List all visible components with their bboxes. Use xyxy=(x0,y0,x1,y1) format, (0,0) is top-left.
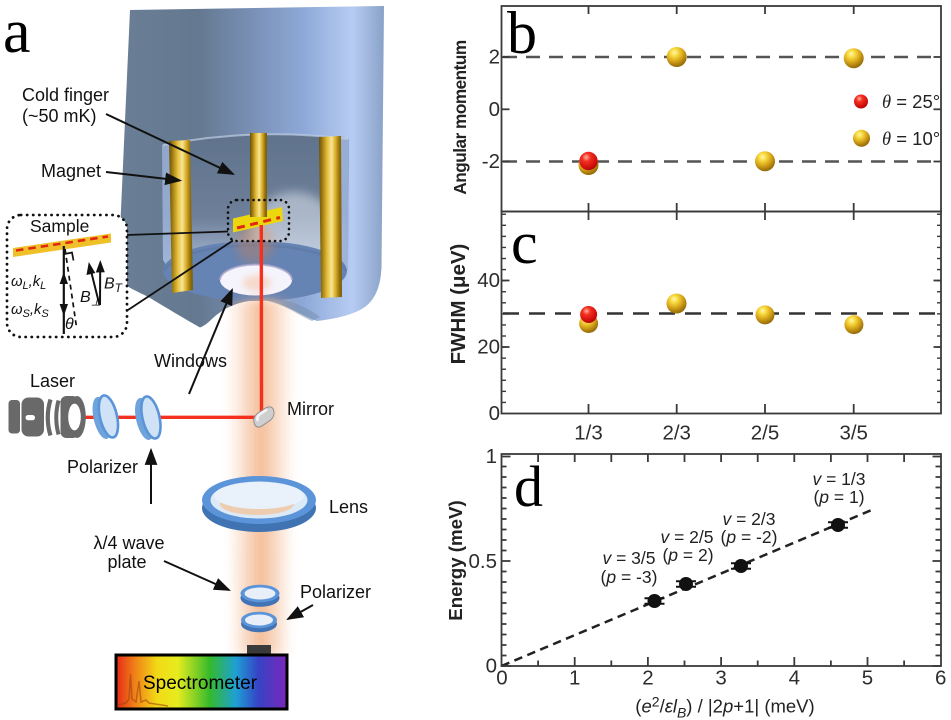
svg-text:FWHM (μeV): FWHM (μeV) xyxy=(447,244,470,365)
svg-text:1: 1 xyxy=(569,667,580,690)
svg-text:v = 2/5: v = 2/5 xyxy=(660,527,713,547)
svg-text:ωS,kS: ωS,kS xyxy=(11,302,49,320)
svg-text:Energy (meV): Energy (meV) xyxy=(445,500,466,620)
svg-text:20: 20 xyxy=(477,336,500,359)
svg-text:3/5: 3/5 xyxy=(839,422,868,445)
svg-text:Laser: Laser xyxy=(30,371,75,391)
svg-text:0: 0 xyxy=(489,402,500,425)
svg-text:b: b xyxy=(507,0,537,66)
svg-text:2/5: 2/5 xyxy=(751,422,780,445)
svg-text:(p = -3): (p = -3) xyxy=(601,567,658,587)
svg-text:Polarizer: Polarizer xyxy=(67,457,138,477)
svg-text:ωL,kL: ωL,kL xyxy=(11,274,46,292)
svg-text:(~50 mK): (~50 mK) xyxy=(22,106,97,126)
svg-text:v = 2/3: v = 2/3 xyxy=(722,509,775,529)
svg-text:(e2/εlB) / |2p+1| (meV): (e2/εlB) / |2p+1| (meV) xyxy=(635,694,814,720)
svg-text:v = 1/3: v = 1/3 xyxy=(812,469,865,489)
svg-text:B⊥: B⊥ xyxy=(80,289,101,309)
svg-text:d: d xyxy=(514,454,543,519)
svg-text:0: 0 xyxy=(489,98,500,121)
svg-text:BT: BT xyxy=(104,276,124,296)
svg-text:Spectrometer: Spectrometer xyxy=(143,673,258,694)
svg-text:Cold finger: Cold finger xyxy=(22,85,109,105)
svg-text:(p = 2): (p = 2) xyxy=(662,545,713,565)
svg-text:Magnet: Magnet xyxy=(41,161,101,181)
svg-text:-2: -2 xyxy=(482,150,500,173)
svg-text:0.5: 0.5 xyxy=(469,550,498,573)
svg-text:θ: θ xyxy=(65,316,74,333)
svg-text:3: 3 xyxy=(715,667,726,690)
svg-text:4: 4 xyxy=(789,667,800,690)
svg-text:1: 1 xyxy=(486,445,497,468)
svg-text:Polarizer: Polarizer xyxy=(300,582,371,602)
svg-text:2: 2 xyxy=(489,46,500,69)
svg-text:Windows: Windows xyxy=(154,351,227,371)
svg-text:0: 0 xyxy=(496,667,507,690)
svg-text:Angular momentum: Angular momentum xyxy=(450,40,470,195)
svg-text:v = 3/5: v = 3/5 xyxy=(602,548,655,568)
svg-text:λ/4 wave: λ/4 wave xyxy=(93,533,164,553)
svg-text:Mirror: Mirror xyxy=(287,399,334,419)
svg-text:40: 40 xyxy=(477,269,500,292)
svg-text:θ = 25°: θ = 25° xyxy=(882,91,940,113)
svg-text:6: 6 xyxy=(935,667,946,690)
svg-text:(p = 1): (p = 1) xyxy=(813,487,864,507)
svg-text:plate: plate xyxy=(107,552,146,572)
svg-text:2: 2 xyxy=(642,667,653,690)
svg-text:2/3: 2/3 xyxy=(662,422,691,445)
svg-text:Lens: Lens xyxy=(329,497,368,517)
svg-text:0: 0 xyxy=(486,655,497,678)
svg-text:a: a xyxy=(3,0,31,66)
svg-text:5: 5 xyxy=(862,667,873,690)
svg-text:θ = 10°: θ = 10° xyxy=(882,128,940,150)
svg-text:1/3: 1/3 xyxy=(574,422,603,445)
svg-text:(p = -2): (p = -2) xyxy=(721,527,778,547)
svg-text:c: c xyxy=(511,210,538,276)
svg-text:Sample: Sample xyxy=(30,216,89,236)
